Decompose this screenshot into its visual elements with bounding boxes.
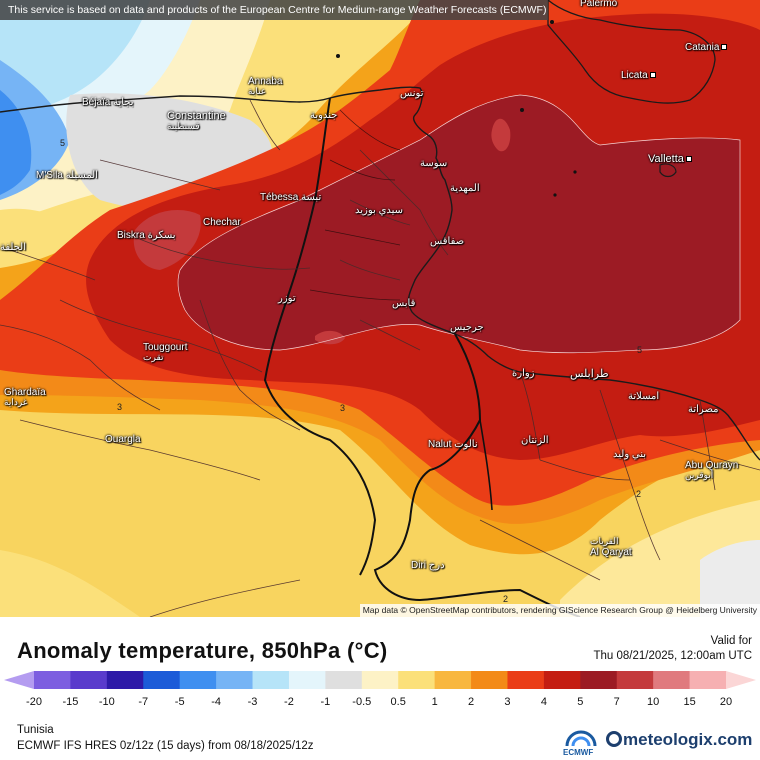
city-touggourt[interactable]: Touggourt تقرت	[143, 342, 188, 362]
city-licata[interactable]: Licata	[621, 70, 656, 81]
map-attribution: Map data © OpenStreetMap contributors, r…	[359, 604, 760, 617]
scale-tick-label: -20	[26, 696, 42, 708]
city-ghardaia[interactable]: Ghardaïa غرداية	[4, 387, 46, 407]
scale-swatch	[471, 671, 508, 689]
city-jendouba[interactable]: جندوبة	[310, 110, 338, 121]
city-djelfa[interactable]: الجلفة	[0, 242, 27, 253]
city-valletta[interactable]: Valletta	[648, 153, 692, 165]
city-gabes[interactable]: قابس	[392, 298, 416, 309]
city-marker	[649, 72, 656, 79]
city-tunis[interactable]: تونس	[400, 88, 424, 99]
scale-tick-label: -5	[174, 696, 185, 708]
city-nalut[interactable]: Nalut نالوت	[428, 439, 478, 450]
city-msila[interactable]: M'Sila المسيلة	[36, 170, 98, 181]
scale-tick-label: -15	[62, 696, 79, 708]
valid-label: Valid for	[710, 635, 752, 647]
isoline-label: 2	[503, 594, 509, 604]
city-misrata[interactable]: مصراتة	[688, 404, 719, 415]
city-constantine[interactable]: Constantine قسنطينة	[167, 110, 226, 131]
city-zuwara[interactable]: زوارة	[512, 368, 535, 379]
city-biskra[interactable]: Biskra بسكرة	[117, 230, 176, 241]
scale-swatch	[507, 671, 545, 689]
scale-tick-label: 3	[504, 696, 511, 708]
scale-swatch	[34, 671, 71, 689]
city-khoms[interactable]: امسلاتة	[628, 391, 660, 402]
valid-time: Thu 08/21/2025, 12:00am UTC	[593, 650, 752, 662]
city-sidibouzid[interactable]: سيدي بوزيد	[355, 205, 404, 216]
scale-swatch	[726, 671, 756, 689]
scale-swatch	[252, 671, 290, 689]
scale-tick-label: 2	[467, 696, 475, 708]
color-scale	[4, 671, 756, 689]
scale-tick-label: 7	[613, 696, 620, 708]
ecmwf-logo-icon	[565, 730, 597, 747]
scale-swatch	[288, 671, 326, 689]
scale-tick-label: 5	[577, 696, 584, 708]
scale-swatch	[106, 671, 144, 689]
isoline-label: 5	[637, 345, 643, 355]
city-catania[interactable]: Catania	[685, 42, 728, 53]
city-chechar[interactable]: Chechar	[203, 217, 241, 228]
scale-swatch	[543, 671, 581, 689]
city-sousse[interactable]: سوسة	[420, 158, 448, 169]
scale-swatch	[616, 671, 654, 689]
scale-tick-label: 15	[683, 696, 696, 708]
scale-tick-label: 1	[431, 696, 438, 708]
city-sfax[interactable]: صفاقس	[430, 236, 465, 247]
city-tripoli[interactable]: طرابلس	[570, 368, 609, 380]
scale-tick-label: 0.5	[390, 696, 406, 708]
isoline-label: 3	[340, 403, 346, 413]
meteologix-logo[interactable]: meteologix.com	[606, 730, 752, 750]
city-zintan[interactable]: الزنتان	[521, 435, 549, 446]
meteologix-icon	[606, 731, 622, 747]
city-djerba[interactable]: جرجيس	[450, 322, 484, 333]
scale-tick-label: 20	[719, 696, 733, 708]
city-marker	[721, 44, 728, 51]
isoline-label: 3	[117, 402, 123, 412]
scale-swatch	[4, 671, 34, 689]
city-abuqurayn[interactable]: Abu Qurayn أبوقرين	[685, 460, 739, 480]
anomaly-map	[0, 0, 760, 617]
scale-tick-label: -10	[98, 696, 115, 708]
scale-tick-label: -1	[320, 696, 331, 708]
page-title: Anomaly temperature, 850hPa (°C)	[17, 638, 388, 663]
scale-tick-label: 10	[647, 696, 660, 708]
scale-tick-label: -0.5	[352, 696, 372, 708]
city-tozeur[interactable]: توزر	[278, 293, 296, 304]
city-baniwalid[interactable]: بني وليد	[613, 449, 647, 460]
map-panel[interactable]: This service is based on data and produc…	[0, 0, 760, 617]
scale-tick-label: 4	[540, 696, 547, 708]
city-marker	[685, 156, 692, 163]
city-bejaia[interactable]: Béjaïa بجاية	[82, 97, 134, 108]
color-scale-ticks: -20 -15 -10 -7 -5 -4 -3 -2 -1 -0.5 0.5 1 2 3 4 5 7 10 15 20	[0, 696, 760, 710]
scale-swatch	[398, 671, 436, 689]
isoline-label: 2	[636, 489, 642, 499]
city-mahdia[interactable]: المهدية	[450, 183, 480, 194]
scale-swatch	[179, 671, 217, 689]
scale-swatch	[653, 671, 691, 689]
city-palermo[interactable]: Palermo	[580, 0, 618, 9]
scale-swatch	[580, 671, 618, 689]
scale-swatch	[361, 671, 399, 689]
scale-swatch	[70, 671, 108, 689]
city-ouargla[interactable]: Ouargla	[105, 434, 141, 445]
city-diri[interactable]: Diri درج	[411, 560, 445, 571]
isoline-label: 5	[60, 138, 66, 148]
city-tebessa[interactable]: Tébessa تبسة	[260, 192, 322, 203]
ecmwf-notice: This service is based on data and produc…	[0, 0, 548, 20]
ecmwf-logo-text: ECMWF	[563, 748, 594, 757]
scale-swatch	[689, 671, 727, 689]
scale-swatch	[434, 671, 472, 689]
scale-tick-label: -2	[284, 696, 294, 708]
scale-tick-label: -3	[247, 696, 258, 708]
city-annaba[interactable]: Annaba عنابة	[248, 76, 283, 96]
model-info: ECMWF IFS HRES 0z/12z (15 days) from 08/…	[17, 740, 314, 752]
region-label: Tunisia	[17, 724, 54, 736]
scale-swatch	[216, 671, 254, 689]
scale-tick-label: -4	[211, 696, 221, 708]
scale-swatch	[143, 671, 181, 689]
city-alqaryat[interactable]: القريات Al Qaryat	[590, 536, 632, 558]
scale-swatch	[325, 671, 363, 689]
scale-tick-label: -7	[138, 696, 149, 708]
